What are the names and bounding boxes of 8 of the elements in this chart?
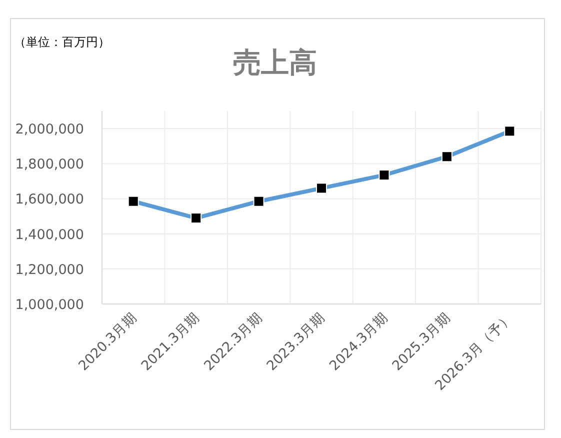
y-tick-label: 2,000,000 bbox=[15, 122, 84, 138]
y-tick-label: 1,200,000 bbox=[15, 262, 84, 278]
y-tick-label: 1,600,000 bbox=[15, 192, 84, 208]
chart-title: 売上高 bbox=[233, 46, 317, 79]
y-tick-label: 1,400,000 bbox=[15, 226, 84, 243]
y-tick-label: 1,000,000 bbox=[15, 297, 84, 313]
y-tick-label: 1,800,000 bbox=[15, 156, 84, 173]
text: （単位：百万円） bbox=[14, 35, 110, 49]
